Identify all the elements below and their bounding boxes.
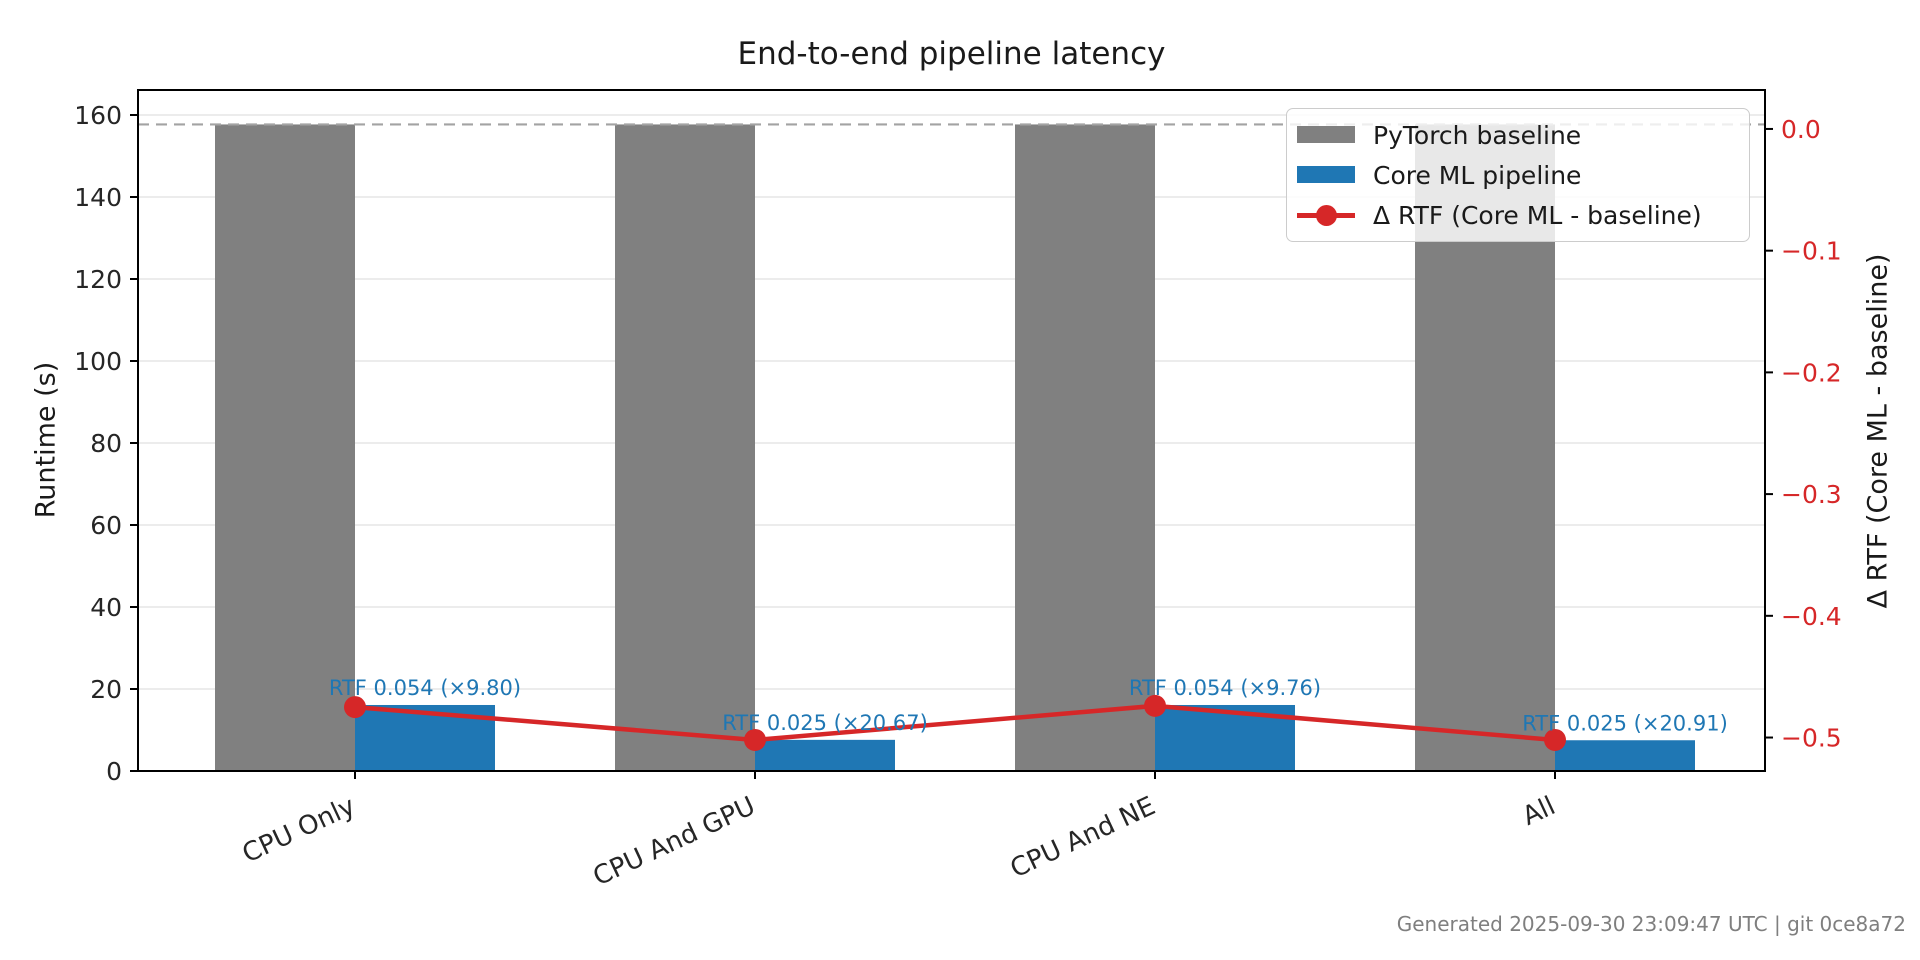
y-tick-label-right: −0.4 [1781, 602, 1842, 631]
y-tick-label-right: −0.3 [1781, 480, 1842, 509]
footer-timestamp: Generated 2025-09-30 23:09:47 UTC | git … [1396, 912, 1906, 936]
baseline-bar [215, 124, 355, 771]
y-tick-label-left: 120 [74, 265, 122, 294]
delta-rtf-line [354, 703, 1556, 743]
bar-annotation: RTF 0.025 (×20.67) [722, 711, 928, 735]
delta-rtf-marker [344, 696, 366, 719]
y-tick-label-right: −0.1 [1781, 237, 1842, 266]
y-tick-label-left: 160 [74, 101, 122, 130]
coreml-bar [755, 739, 895, 771]
x-tick-label: All [1518, 791, 1560, 832]
delta-rtf-marker [744, 728, 766, 751]
legend-item-coreml-pipeline: Core ML pipeline [1297, 156, 1739, 194]
delta-rtf-marker [1144, 694, 1166, 717]
coreml-bar [1555, 740, 1695, 771]
baseline-bar [1015, 124, 1155, 771]
legend-label: Core ML pipeline [1373, 160, 1582, 190]
y-tick-label-right: 0.0 [1781, 115, 1821, 144]
legend-label: PyTorch baseline [1373, 120, 1582, 150]
bar-annotation: RTF 0.054 (×9.76) [1129, 676, 1321, 700]
bar-annotation: RTF 0.025 (×20.91) [1522, 711, 1728, 735]
bar-annotation: RTF 0.054 (×9.80) [329, 676, 521, 700]
y-tick-label-left: 0 [106, 757, 122, 786]
chart-title: End-to-end pipeline latency [737, 36, 1166, 72]
legend: PyTorch baseline Core ML pipeline Δ RTF … [1286, 108, 1750, 242]
baseline-bar [615, 124, 755, 771]
legend-swatch-pytorch-baseline [1297, 123, 1355, 147]
axis-frame [137, 89, 1766, 772]
legend-label: Δ RTF (Core ML - baseline) [1373, 200, 1702, 230]
y-tick-label-right: −0.2 [1781, 358, 1842, 387]
y-tick-label-left: 100 [74, 347, 122, 376]
y-tick-label-left: 140 [74, 183, 122, 212]
legend-item-delta-rtf: Δ RTF (Core ML - baseline) [1297, 196, 1739, 234]
y-tick-label-right: −0.5 [1781, 724, 1842, 753]
x-tick-label: CPU And GPU [589, 791, 760, 892]
y-tick-label-left: 60 [90, 511, 122, 540]
legend-item-pytorch-baseline: PyTorch baseline [1297, 116, 1739, 154]
legend-marker-delta-rtf [1297, 203, 1355, 227]
legend-swatch-coreml-pipeline [1297, 163, 1355, 187]
y-tick-label-left: 40 [90, 593, 122, 622]
y-tick-label-left: 80 [90, 429, 122, 458]
x-tick-label: CPU And NE [1006, 791, 1160, 884]
y-tick-label-left: 20 [90, 675, 122, 704]
delta-rtf-marker [1544, 728, 1566, 751]
x-tick-label: CPU Only [238, 791, 360, 869]
